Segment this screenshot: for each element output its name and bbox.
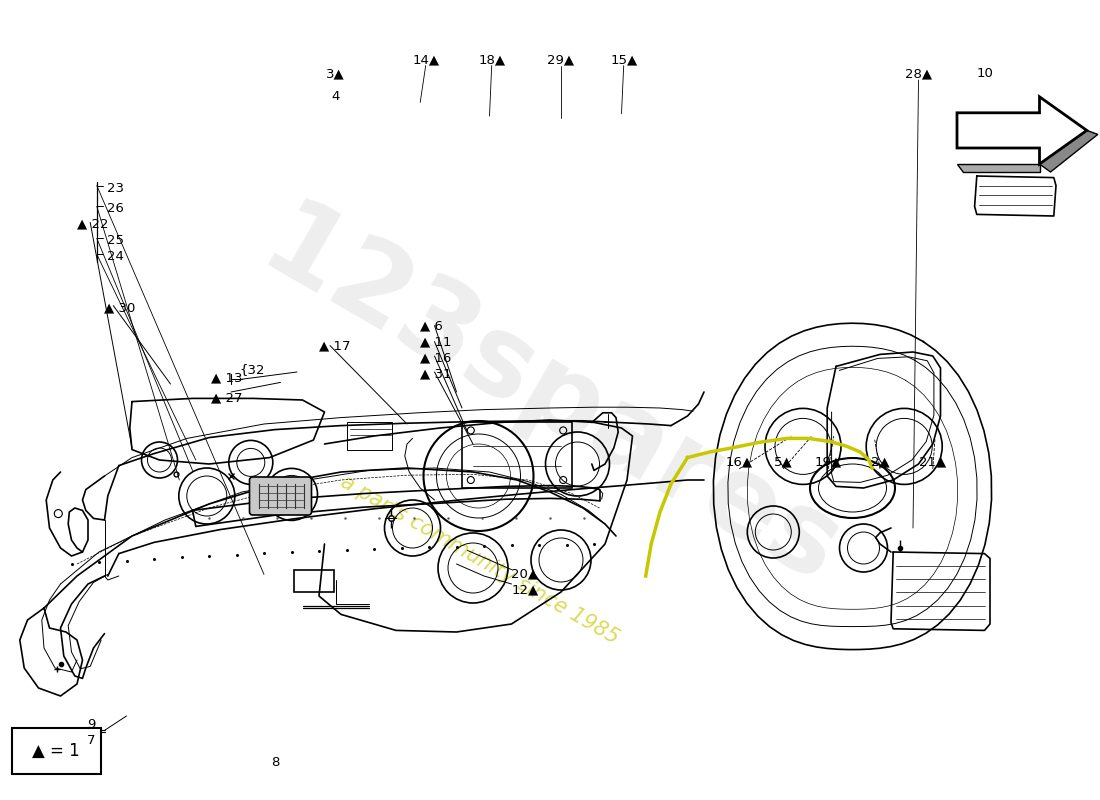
Text: ▲ 27: ▲ 27 — [211, 391, 243, 404]
Text: 21▲: 21▲ — [920, 456, 946, 469]
Text: 26: 26 — [107, 202, 123, 214]
Text: 23: 23 — [107, 182, 123, 194]
Text: 20▲: 20▲ — [512, 567, 539, 580]
Text: ▲ = 1: ▲ = 1 — [32, 742, 80, 760]
Text: 9: 9 — [87, 718, 96, 730]
Text: 5▲: 5▲ — [773, 456, 793, 469]
Text: 3▲: 3▲ — [326, 67, 345, 80]
Text: ▲ 6: ▲ 6 — [420, 319, 443, 332]
Text: ▲ 30: ▲ 30 — [104, 302, 136, 314]
Text: 28▲: 28▲ — [905, 67, 932, 80]
Text: ▲ 13: ▲ 13 — [211, 372, 243, 385]
Text: 15▲: 15▲ — [610, 54, 637, 66]
Text: ▲ 16: ▲ 16 — [420, 351, 452, 364]
Text: 14▲: 14▲ — [412, 54, 439, 66]
Text: 16▲: 16▲ — [726, 456, 752, 469]
Text: 25: 25 — [107, 234, 123, 246]
Text: 18▲: 18▲ — [478, 54, 505, 66]
Text: 8: 8 — [271, 756, 279, 769]
Text: 4: 4 — [331, 90, 340, 102]
Text: ▲ 17: ▲ 17 — [319, 339, 351, 352]
Text: 2▲: 2▲ — [870, 456, 890, 469]
Text: 12▲: 12▲ — [512, 583, 539, 596]
Text: 10: 10 — [976, 67, 993, 80]
Text: 24: 24 — [107, 250, 123, 262]
Text: 19▲: 19▲ — [815, 456, 842, 469]
Text: 29▲: 29▲ — [548, 54, 574, 66]
Text: {32: {32 — [240, 363, 265, 376]
Text: 123spares: 123spares — [242, 191, 858, 609]
FancyBboxPatch shape — [250, 477, 311, 515]
Text: a parts community since 1985: a parts community since 1985 — [338, 472, 623, 648]
Text: ▲ 22: ▲ 22 — [77, 218, 109, 230]
Polygon shape — [1040, 130, 1098, 172]
Text: ▲ 11: ▲ 11 — [420, 335, 452, 348]
FancyBboxPatch shape — [12, 728, 101, 774]
Polygon shape — [957, 97, 1087, 164]
Text: 7: 7 — [87, 734, 96, 746]
Text: ▲ 31: ▲ 31 — [420, 368, 452, 381]
Polygon shape — [957, 164, 1040, 172]
